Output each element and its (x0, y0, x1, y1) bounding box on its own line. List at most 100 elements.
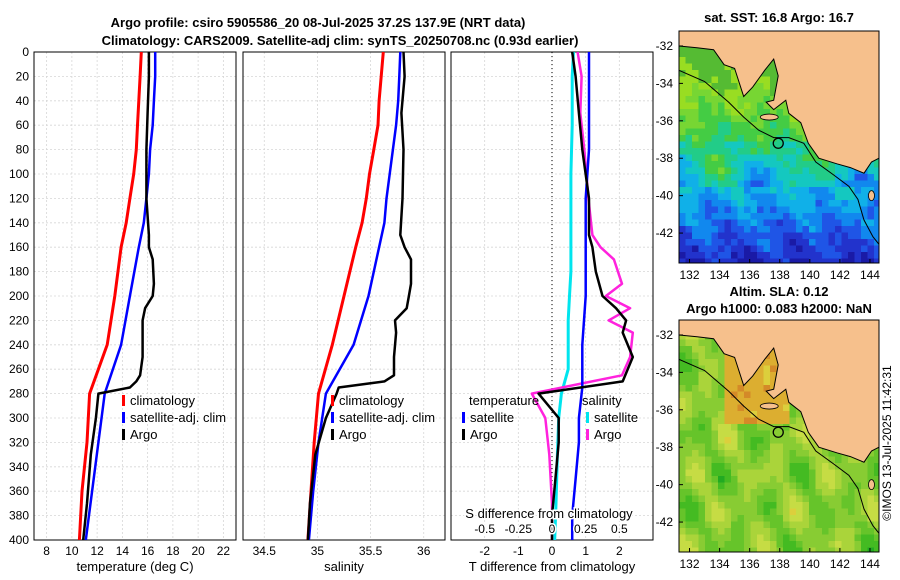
field-cell (789, 148, 797, 155)
field-cell (685, 495, 693, 503)
field-cell (763, 463, 771, 470)
field-cell (724, 109, 732, 116)
field-cell (770, 135, 777, 142)
field-cell (796, 193, 803, 201)
field-cell (809, 495, 816, 503)
field-cell (679, 508, 686, 516)
field-cell (711, 430, 719, 438)
field-cell (841, 200, 849, 207)
field-cell (783, 122, 790, 129)
field-cell (685, 135, 693, 142)
field-cell (692, 213, 699, 220)
field-cell (737, 128, 745, 136)
climatology-line (77, 52, 143, 540)
field-cell (848, 541, 855, 548)
field-cell (874, 489, 879, 496)
field-cell (828, 489, 836, 496)
field-cell (770, 76, 777, 84)
field-cell (809, 515, 816, 522)
field-cell (776, 463, 784, 470)
field-cell (750, 398, 758, 405)
field-cell (815, 174, 823, 181)
field-cell (848, 213, 855, 220)
field-cell (692, 515, 699, 522)
field-cell (737, 411, 745, 418)
field-cell (757, 456, 764, 464)
field-cell (698, 187, 706, 194)
field-cell (685, 115, 693, 123)
field-cell (750, 161, 758, 168)
field-cell (770, 424, 777, 431)
field-cell (789, 258, 797, 263)
field-cell (763, 239, 771, 246)
field-cell (679, 167, 686, 175)
field-cell (679, 109, 686, 116)
field-cell (718, 365, 725, 373)
field-cell (692, 463, 699, 470)
field-cell (763, 534, 771, 542)
field-cell (776, 476, 784, 483)
field-cell (718, 424, 725, 431)
field-cell (698, 174, 706, 181)
field-cell (854, 502, 862, 509)
field-cell (835, 521, 842, 529)
field-cell (750, 404, 758, 412)
field-cell (737, 495, 745, 503)
x-tick-label: 142 (830, 557, 850, 571)
field-cell (783, 463, 790, 470)
legend-swatch (462, 412, 465, 423)
field-cell (776, 167, 784, 175)
field-cell (789, 417, 797, 425)
field-cell (731, 89, 738, 97)
field-cell (789, 135, 797, 142)
field-cell (744, 541, 751, 548)
field-cell (835, 495, 842, 503)
field-cell (796, 206, 803, 214)
field-cell (783, 469, 790, 477)
field-cell (763, 154, 771, 162)
field-cell (718, 63, 725, 71)
field-cell (750, 187, 758, 194)
kangaroo-island (759, 402, 779, 410)
field-cell (861, 482, 868, 490)
field-cell (685, 252, 693, 259)
field-cell (796, 187, 803, 194)
field-cell (737, 174, 745, 181)
field-cell (750, 239, 758, 246)
field-cell (854, 495, 862, 503)
field-cell (802, 508, 810, 516)
field-cell (685, 417, 693, 425)
field-cell (718, 521, 725, 529)
field-cell (685, 489, 693, 496)
field-cell (828, 258, 836, 263)
field-cell (809, 174, 816, 181)
field-cell (841, 547, 849, 552)
field-cell (796, 437, 803, 444)
field-cell (763, 398, 771, 405)
field-cell (835, 213, 842, 220)
field-cell (737, 417, 745, 425)
field-cell (744, 528, 751, 535)
field-cell (744, 200, 751, 207)
field-cell (679, 502, 686, 509)
field-cell (809, 521, 816, 529)
field-cell (685, 339, 693, 347)
field-cell (763, 161, 771, 168)
field-cell (867, 456, 875, 464)
field-cell (783, 456, 790, 464)
field-cell (757, 521, 764, 529)
field-cell (770, 372, 777, 379)
field-cell (692, 46, 699, 51)
field-cell (802, 521, 810, 529)
field-cell (724, 213, 732, 220)
field-cell (737, 154, 745, 162)
field-cell (783, 521, 790, 529)
field-cell (789, 226, 797, 233)
field-cell (737, 443, 745, 451)
field-cell (757, 154, 764, 162)
field-cell (698, 378, 706, 386)
field-cell (750, 508, 758, 516)
field-cell (802, 502, 810, 509)
field-cell (802, 534, 810, 542)
legend-label: climatology (339, 393, 405, 408)
